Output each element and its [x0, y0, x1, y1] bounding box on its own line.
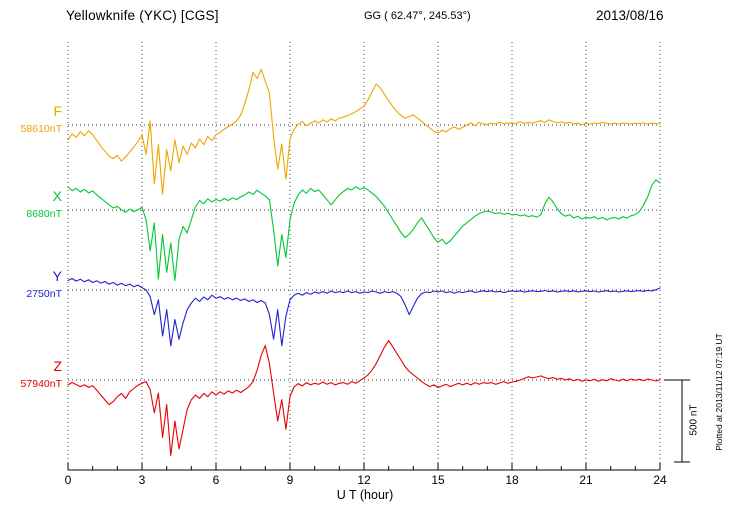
station-title: Yellowknife (YKC) [CGS] [66, 8, 219, 23]
svg-text:24: 24 [653, 473, 667, 487]
series-label-y: Y 2750nT [0, 269, 62, 300]
series-label-f: F 58610nT [0, 104, 62, 135]
x-axis-label: U T (hour) [336, 488, 394, 502]
svg-text:18: 18 [505, 473, 519, 487]
series-label-x: X 8680nT [0, 189, 62, 220]
svg-text:3: 3 [139, 473, 146, 487]
svg-text:15: 15 [431, 473, 445, 487]
scale-bar-label: 500 nT [688, 404, 700, 436]
svg-text:9: 9 [287, 473, 294, 487]
svg-text:21: 21 [579, 473, 593, 487]
svg-text:0: 0 [65, 473, 72, 487]
geographic-coordinates: GG ( 62.47°, 245.53°) [364, 10, 471, 22]
svg-text:6: 6 [213, 473, 220, 487]
series-letter-y: Y [52, 268, 62, 284]
series-baseline-y: 2750nT [26, 288, 62, 300]
observation-date: 2013/08/16 [596, 8, 664, 23]
svg-text:12: 12 [357, 473, 371, 487]
series-letter-z: Z [53, 358, 62, 374]
series-label-z: Z 57940nT [0, 359, 62, 390]
series-baseline-z: 57940nT [20, 378, 62, 390]
plotted-timestamp-note: Plotted at 2013/11/12 07:19 UT [714, 333, 724, 451]
series-letter-x: X [52, 188, 62, 204]
series-baseline-x: 8680nT [26, 208, 62, 220]
series-baseline-f: 58610nT [20, 123, 62, 135]
series-letter-f: F [53, 103, 62, 119]
